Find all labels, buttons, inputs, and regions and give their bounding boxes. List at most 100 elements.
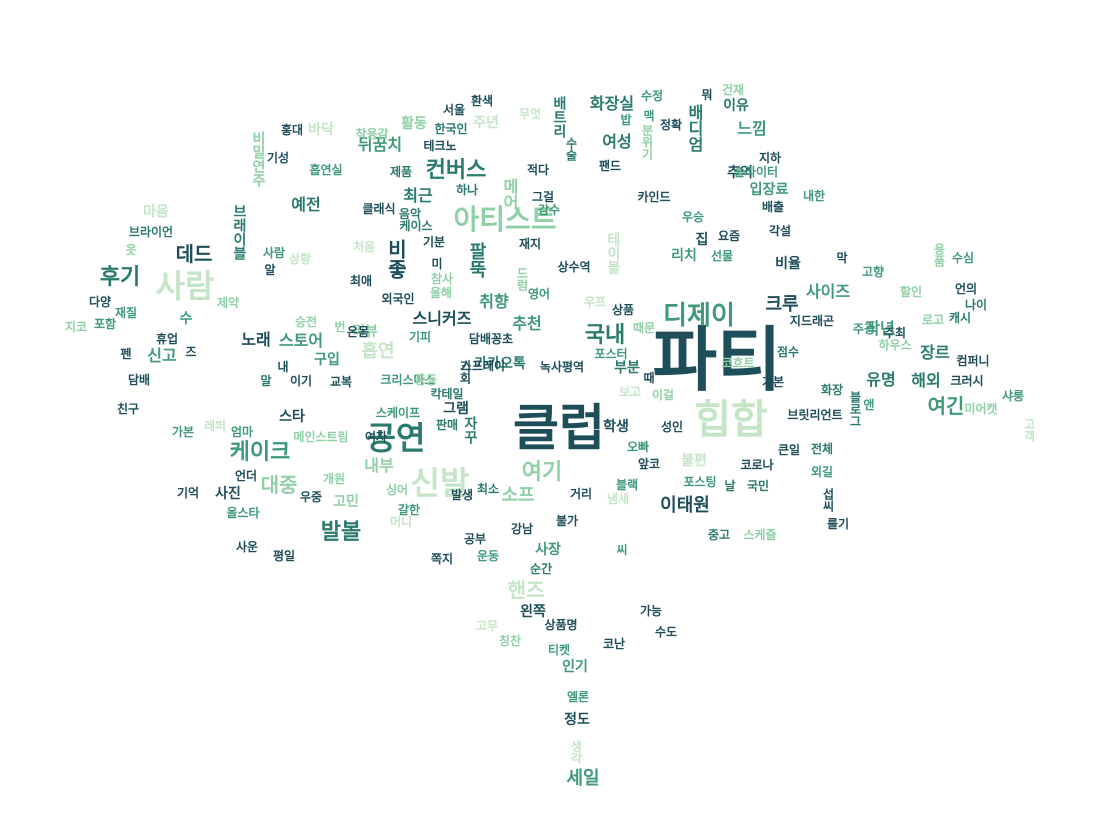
word: 작년 bbox=[865, 319, 895, 338]
word: 정도 bbox=[564, 712, 590, 728]
word: 등등 bbox=[414, 373, 438, 387]
word: 홍대 bbox=[280, 123, 304, 137]
word: 알 bbox=[264, 263, 276, 277]
word: 휴업 bbox=[155, 332, 179, 346]
word: 큰일 bbox=[777, 443, 801, 457]
word: 세일 bbox=[566, 768, 600, 789]
word: 수 bbox=[179, 311, 193, 327]
word: 케이크 bbox=[229, 440, 291, 465]
word: 불가 bbox=[555, 514, 579, 528]
word: 집 bbox=[695, 232, 709, 248]
word: 운동 bbox=[476, 549, 500, 563]
word: 취향 bbox=[479, 292, 509, 311]
word: 정확 bbox=[659, 118, 683, 132]
vertical-word: 용품 bbox=[932, 243, 946, 267]
word: 외길 bbox=[810, 465, 834, 479]
word: 마음 bbox=[143, 204, 169, 220]
vertical-word: 기회 bbox=[458, 360, 472, 384]
vertical-word: 수술 bbox=[564, 137, 578, 161]
word: 우중 bbox=[299, 490, 323, 504]
word: 메인스트림 bbox=[293, 430, 349, 444]
word: 그걸 bbox=[531, 190, 555, 204]
word: 데드 bbox=[175, 242, 213, 266]
word: 여긴 bbox=[927, 394, 965, 418]
word: 코흐트 bbox=[721, 356, 755, 370]
word: 엘론 bbox=[566, 690, 590, 704]
word: 고향 bbox=[861, 265, 885, 279]
word: 이기 bbox=[289, 374, 313, 388]
word: 신발 bbox=[410, 464, 470, 502]
word: 바닥 bbox=[308, 122, 334, 138]
word: 학생 bbox=[603, 419, 629, 435]
word: 포스터 bbox=[594, 347, 628, 361]
word: 카카오톡 bbox=[474, 356, 526, 372]
word: 크루 bbox=[765, 294, 799, 315]
word: 스토어 bbox=[278, 331, 324, 350]
word: 고민 bbox=[333, 494, 359, 510]
vertical-word: 섭씨 bbox=[821, 488, 835, 512]
word: 흡연실 bbox=[309, 163, 343, 177]
word: 친구 bbox=[116, 402, 140, 416]
word: 구입 bbox=[314, 352, 340, 368]
word: 최근 bbox=[403, 186, 433, 205]
word: 크러시 bbox=[950, 374, 984, 388]
word: 장르 bbox=[920, 343, 950, 362]
word: 적다 bbox=[526, 163, 550, 177]
word: 재질 bbox=[114, 306, 138, 320]
word: 사람 bbox=[155, 267, 215, 305]
word: 외국인 bbox=[381, 292, 415, 306]
word: 올해 bbox=[429, 286, 453, 300]
word: 막 bbox=[836, 251, 848, 265]
word: 미어캣 bbox=[964, 402, 998, 416]
word: 성인 bbox=[660, 420, 684, 434]
word: 갈한 bbox=[397, 503, 421, 517]
word: 상수역 bbox=[557, 260, 591, 274]
word: 추억 bbox=[727, 165, 753, 181]
vertical-word: 드럼 bbox=[515, 267, 529, 291]
vertical-word: 고객 bbox=[1022, 418, 1036, 442]
vertical-word: 배트리 bbox=[551, 96, 567, 138]
vertical-word: 팔뚝 bbox=[466, 242, 487, 278]
word: 포스팅 bbox=[683, 475, 717, 489]
word: 솔라이터 bbox=[733, 165, 779, 179]
word: 내부 bbox=[364, 456, 394, 475]
word: 후기 bbox=[99, 265, 141, 290]
word: 지코 bbox=[64, 320, 88, 334]
word: 핸즈 bbox=[507, 578, 545, 602]
word: 포함 bbox=[93, 317, 117, 331]
word: 재지 bbox=[518, 237, 542, 251]
word: 부분 bbox=[614, 360, 640, 376]
word: 강남 bbox=[510, 522, 534, 536]
word: 화장 bbox=[820, 383, 844, 397]
word: 레퍼 bbox=[203, 419, 227, 433]
word: 뭐 bbox=[701, 88, 713, 102]
word: 느낌 bbox=[737, 119, 767, 138]
word: 우승 bbox=[681, 210, 705, 224]
word: 디제이 bbox=[663, 301, 735, 331]
word: 뒤꿈치 bbox=[357, 135, 403, 154]
word: 승전 bbox=[294, 315, 318, 329]
word: 불편 bbox=[681, 453, 707, 469]
word: 사람 bbox=[262, 246, 286, 260]
word: 기억 bbox=[176, 486, 200, 500]
word: 리치 bbox=[671, 248, 697, 264]
word: 팬드 bbox=[598, 159, 622, 173]
word: 인기 bbox=[562, 659, 588, 675]
vertical-word: 배디엄 bbox=[685, 104, 704, 152]
word: 주년 bbox=[473, 115, 499, 131]
word: 판매 bbox=[435, 418, 459, 432]
word: 사이즈 bbox=[805, 282, 851, 301]
word: 개원 bbox=[322, 472, 346, 486]
word: 브릿리언트 bbox=[787, 408, 843, 422]
word: 최소 bbox=[476, 482, 500, 496]
word: 그램 bbox=[443, 401, 469, 417]
word: 옷 bbox=[125, 243, 137, 257]
word: 사진 bbox=[215, 486, 241, 502]
word: 영어 bbox=[527, 287, 551, 301]
word: 사운 bbox=[235, 540, 259, 554]
word: 기분 bbox=[422, 235, 446, 249]
word: 소프 bbox=[501, 485, 535, 506]
word: 제약 bbox=[216, 296, 240, 310]
word: 왼쪽 bbox=[520, 604, 546, 620]
